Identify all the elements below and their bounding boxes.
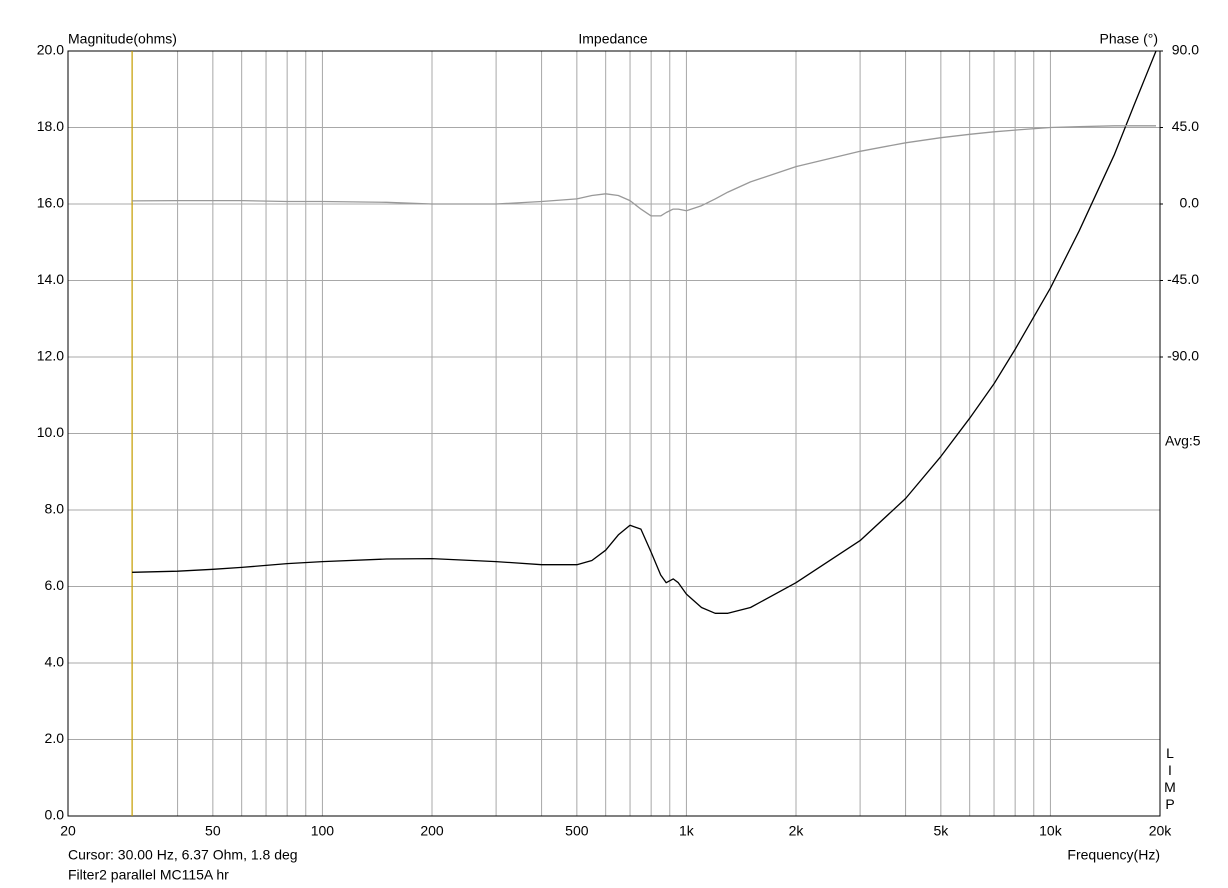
y-tick-label: 8.0 xyxy=(45,501,65,517)
y2-axis-label: Phase (°) xyxy=(1099,31,1158,47)
cursor-readout: Cursor: 30.00 Hz, 6.37 Ohm, 1.8 deg xyxy=(68,847,298,863)
x-tick-label: 200 xyxy=(420,823,444,839)
y2-tick-label: 90.0 xyxy=(1172,42,1199,58)
series-line xyxy=(132,125,1156,217)
y-tick-label: 0.0 xyxy=(45,807,65,823)
y-tick-label: 16.0 xyxy=(37,195,64,211)
y-tick-label: 10.0 xyxy=(37,424,64,440)
x-tick-label: 50 xyxy=(205,823,221,839)
y-tick-label: 6.0 xyxy=(45,577,65,593)
x-tick-label: 2k xyxy=(789,823,805,839)
watermark: LIMP xyxy=(1162,745,1178,813)
chart-title: Impedance xyxy=(578,31,647,47)
y-axis-label: Magnitude(ohms) xyxy=(68,31,177,47)
y-tick-label: 14.0 xyxy=(37,271,64,287)
x-tick-label: 10k xyxy=(1039,823,1063,839)
y-tick-label: 20.0 xyxy=(37,42,64,58)
y2-tick-label: 0.0 xyxy=(1180,195,1200,211)
y-tick-label: 4.0 xyxy=(45,654,65,670)
y2-tick-label: -90.0 xyxy=(1167,348,1199,364)
y2-tick-label: -45.0 xyxy=(1167,271,1199,287)
x-tick-label: 1k xyxy=(679,823,695,839)
plot-frame xyxy=(67,50,1161,817)
x-tick-label: 500 xyxy=(565,823,589,839)
x-tick-label: 100 xyxy=(311,823,335,839)
x-axis-label: Frequency(Hz) xyxy=(1067,847,1160,863)
series-line xyxy=(132,50,1157,614)
file-name: Filter2 parallel MC115A hr xyxy=(68,867,229,883)
y2-tick-label: 45.0 xyxy=(1172,118,1199,134)
y-tick-label: 18.0 xyxy=(37,118,64,134)
x-tick-label: 20k xyxy=(1149,823,1173,839)
y-tick-label: 2.0 xyxy=(45,730,65,746)
x-tick-label: 20 xyxy=(60,823,76,839)
y-tick-label: 12.0 xyxy=(37,348,64,364)
x-tick-label: 5k xyxy=(933,823,949,839)
average-label: Avg:5 xyxy=(1165,433,1201,449)
